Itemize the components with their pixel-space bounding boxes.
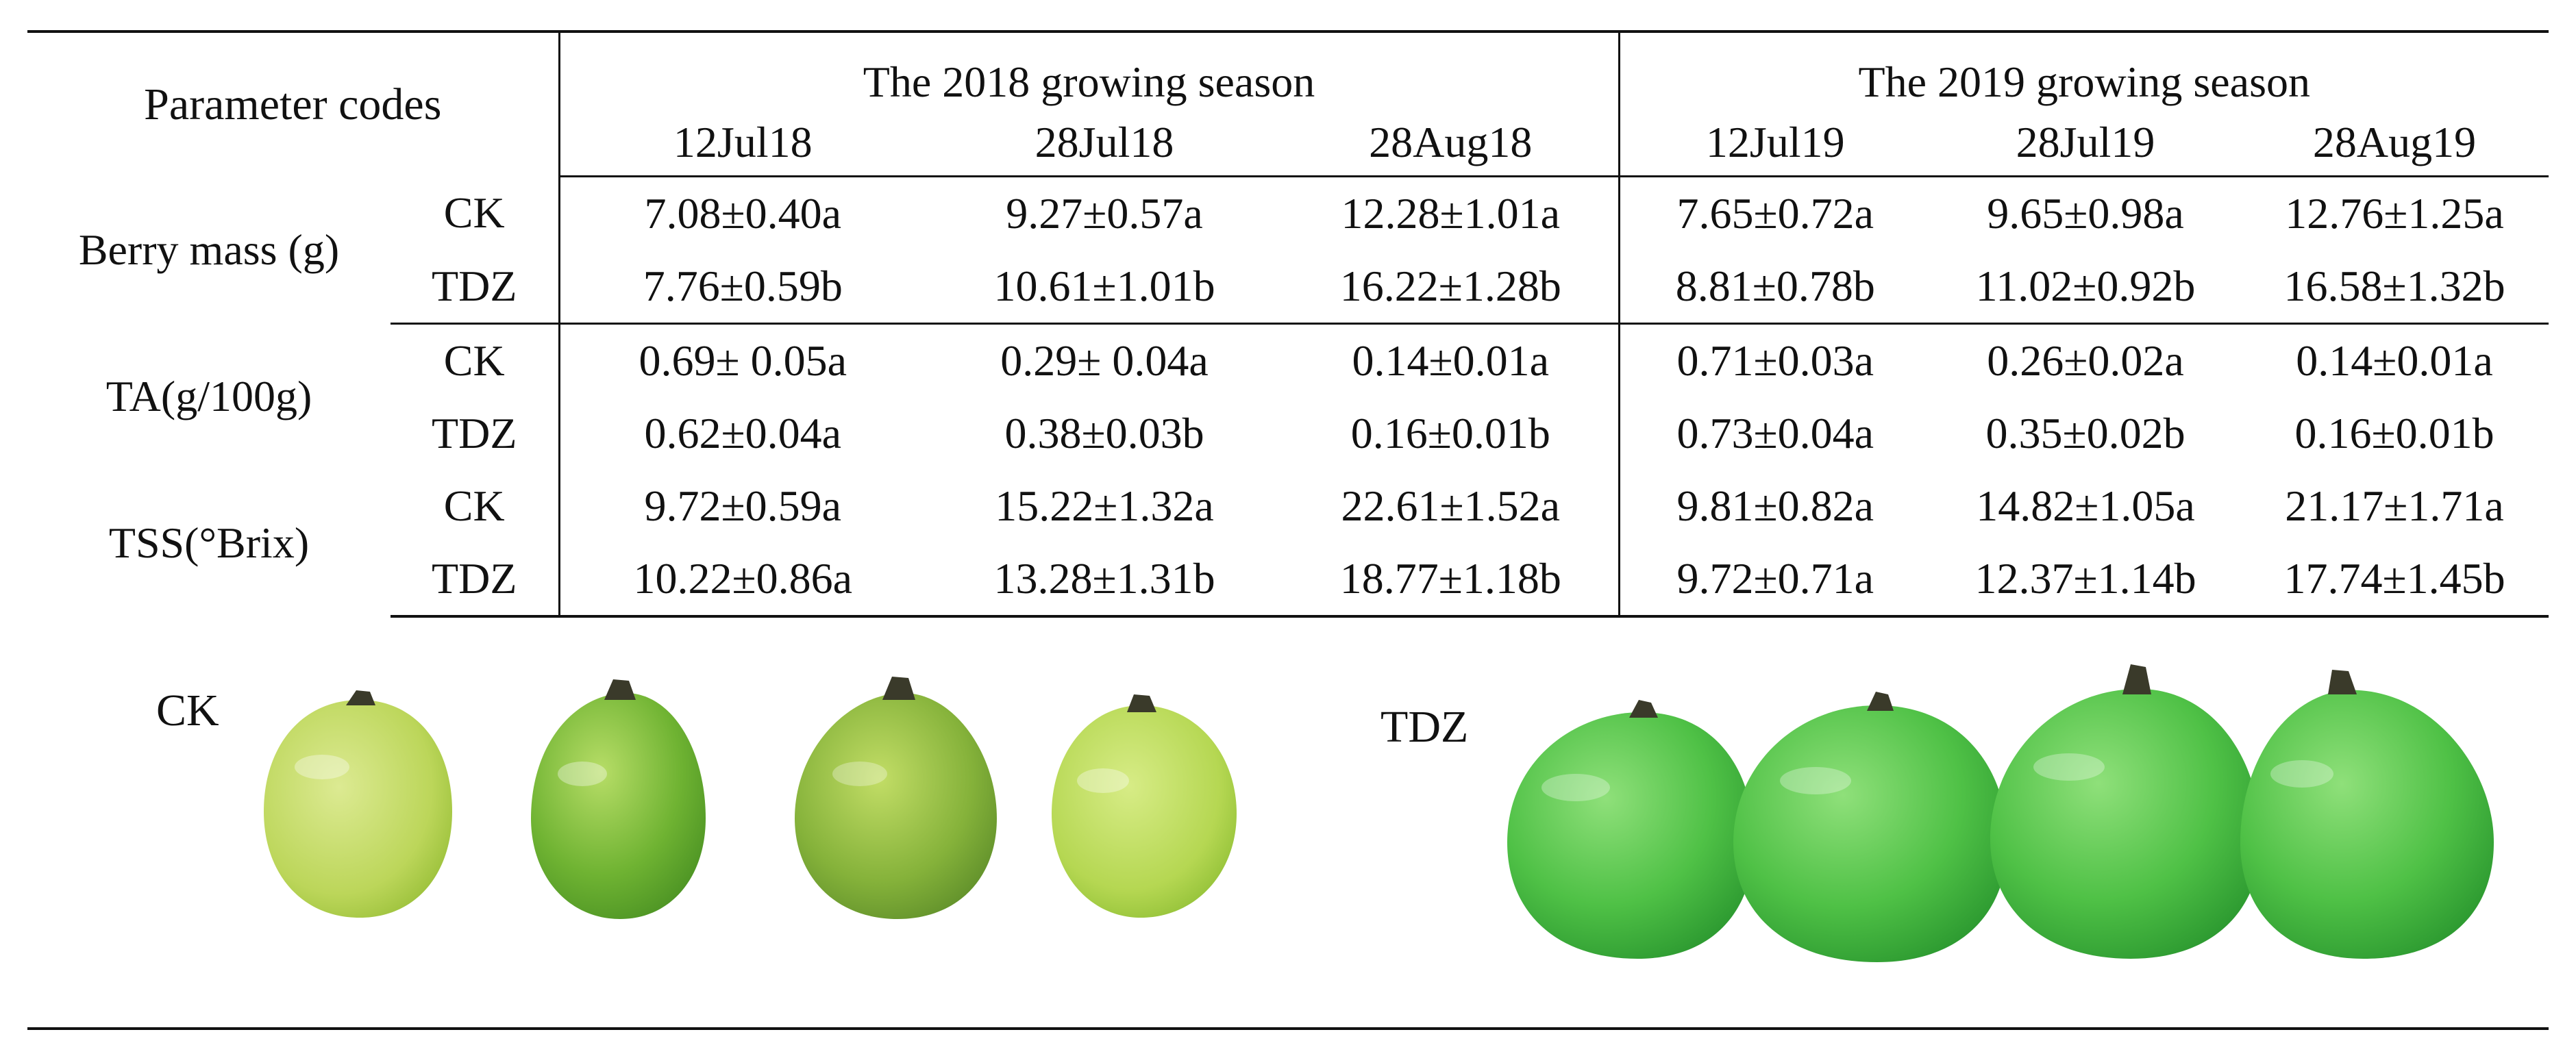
table-cell: 0.71±0.03a: [1618, 323, 1931, 397]
table-cell: 13.28±1.31b: [926, 542, 1284, 618]
table-cell: 9.65±0.98a: [1987, 189, 2184, 238]
table-cell: 0.29± 0.04a: [926, 323, 1284, 397]
table-cell: 9.72±0.71a: [1618, 542, 1931, 618]
table-row: TA(g/100g) CK 0.69± 0.05a 0.29± 0.04a 0.…: [27, 323, 2549, 418]
treatment-label: CK: [443, 481, 505, 530]
season-2019-header: The 2019 growing season: [1618, 30, 2549, 110]
table-row: TDZ 7.76±0.59b 10.61±1.01b 16.22±1.28b 8…: [27, 250, 2549, 324]
date-header: 12Jul19: [1618, 110, 1931, 177]
table-cell: 0.73±0.04a: [1618, 397, 1931, 470]
table-row: Berry mass (g) CK 7.08±0.40a 9.27±0.57a …: [27, 176, 2549, 272]
date-header: 28Jul18: [926, 110, 1284, 177]
table-cell: 12.76±1.25a: [2285, 189, 2504, 238]
table-cell: 15.22±1.32a: [995, 481, 1214, 530]
table-cell: 7.08±0.40a: [558, 176, 926, 250]
date-header: 28Aug19: [2240, 110, 2549, 177]
date-header-row: 12Jul18 28Jul18 28Aug18 12Jul19 28Jul19 …: [27, 110, 2549, 177]
table-cell: 0.14±0.01a: [1283, 323, 1620, 397]
table-cell: 9.81±0.82a: [1618, 470, 1931, 542]
table-cell: 17.74±1.45b: [2240, 542, 2549, 618]
table-cell: 8.81±0.78b: [1618, 250, 1931, 324]
date-header: 28Aug18: [1283, 110, 1620, 177]
table-cell: 22.61±1.52a: [1341, 481, 1561, 530]
table-cell: 10.22±0.86a: [558, 542, 926, 618]
parameter-label: TSS(°Brix): [108, 518, 310, 567]
table-cell: 18.77±1.18b: [1283, 542, 1620, 618]
table-cell: 14.82±1.05a: [1976, 481, 2195, 530]
table-cell: 16.22±1.28b: [1339, 262, 1561, 310]
table-cell: 16.58±1.32b: [2283, 262, 2505, 310]
table-cell: 0.26±0.02a: [1931, 323, 2241, 397]
results-table-wrapper: Parameter codes The 2018 growing season …: [27, 30, 2549, 618]
table-cell: 7.76±0.59b: [558, 250, 926, 324]
ck-berry-2: [531, 679, 706, 919]
table-cell: 12.37±1.14b: [1931, 542, 2241, 618]
season-header-row: Parameter codes The 2018 growing season …: [27, 30, 2549, 177]
tdz-berry-1: [1507, 700, 1754, 959]
ck-berry-1: [264, 690, 452, 918]
table-cell: 7.65±0.72a: [1618, 176, 1931, 250]
table-cell: 0.14±0.01a: [2240, 323, 2549, 397]
berry-photo-graphic: [264, 664, 2494, 962]
treatment-label: CK: [443, 188, 505, 238]
season-2018-header: The 2018 growing season: [558, 30, 1620, 110]
treatment-label: CK: [391, 323, 560, 397]
ck-berry-4: [1052, 694, 1237, 918]
table-cell: 12.28±1.01a: [1341, 189, 1561, 238]
berry-photo-panel: CK TDZ: [0, 637, 2576, 1034]
treatment-label: TDZ: [391, 542, 560, 618]
date-header: 28Jul19: [1931, 110, 2241, 177]
parameter-label: TA(g/100g): [106, 372, 312, 421]
treatment-label: TDZ: [432, 409, 517, 457]
table-cell: 0.69± 0.05a: [558, 323, 926, 397]
table-cell: 21.17±1.71a: [2285, 481, 2504, 530]
results-table: Parameter codes The 2018 growing season …: [27, 30, 2549, 618]
table-cell: 9.72±0.59a: [558, 470, 926, 542]
table-row: TDZ 0.62±0.04a 0.38±0.03b 0.16±0.01b 0.7…: [27, 397, 2549, 470]
tdz-berry-3: [1990, 664, 2261, 959]
parameter-codes-header: Parameter codes: [27, 30, 560, 177]
ck-photo-label: CK: [156, 686, 219, 736]
tdz-photo-label: TDZ: [1380, 702, 1469, 752]
date-header: 12Jul18: [558, 110, 926, 177]
treatment-label: TDZ: [432, 262, 517, 310]
table-cell: 0.16±0.01b: [2294, 409, 2494, 457]
table-cell: 0.62±0.04a: [558, 397, 926, 470]
ck-berry-3: [795, 677, 997, 919]
table-row: TDZ 10.22±0.86a 13.28±1.31b 18.77±1.18b …: [27, 542, 2549, 618]
table-cell: 10.61±1.01b: [993, 262, 1215, 310]
table-cell: 9.27±0.57a: [1006, 189, 1203, 238]
figure-bottom-rule: [27, 1027, 2549, 1030]
parameter-label: Berry mass (g): [78, 225, 340, 274]
tdz-berry-4: [2240, 670, 2494, 959]
table-cell: 11.02±0.92b: [1975, 262, 2196, 310]
table-row: TSS(°Brix) CK 9.72±0.59a 15.22±1.32a 22.…: [27, 470, 2549, 565]
table-cell: 0.16±0.01b: [1350, 409, 1550, 457]
table-cell: 0.35±0.02b: [1985, 409, 2185, 457]
tdz-berry-2: [1733, 692, 2007, 962]
table-cell: 0.38±0.03b: [1004, 409, 1204, 457]
